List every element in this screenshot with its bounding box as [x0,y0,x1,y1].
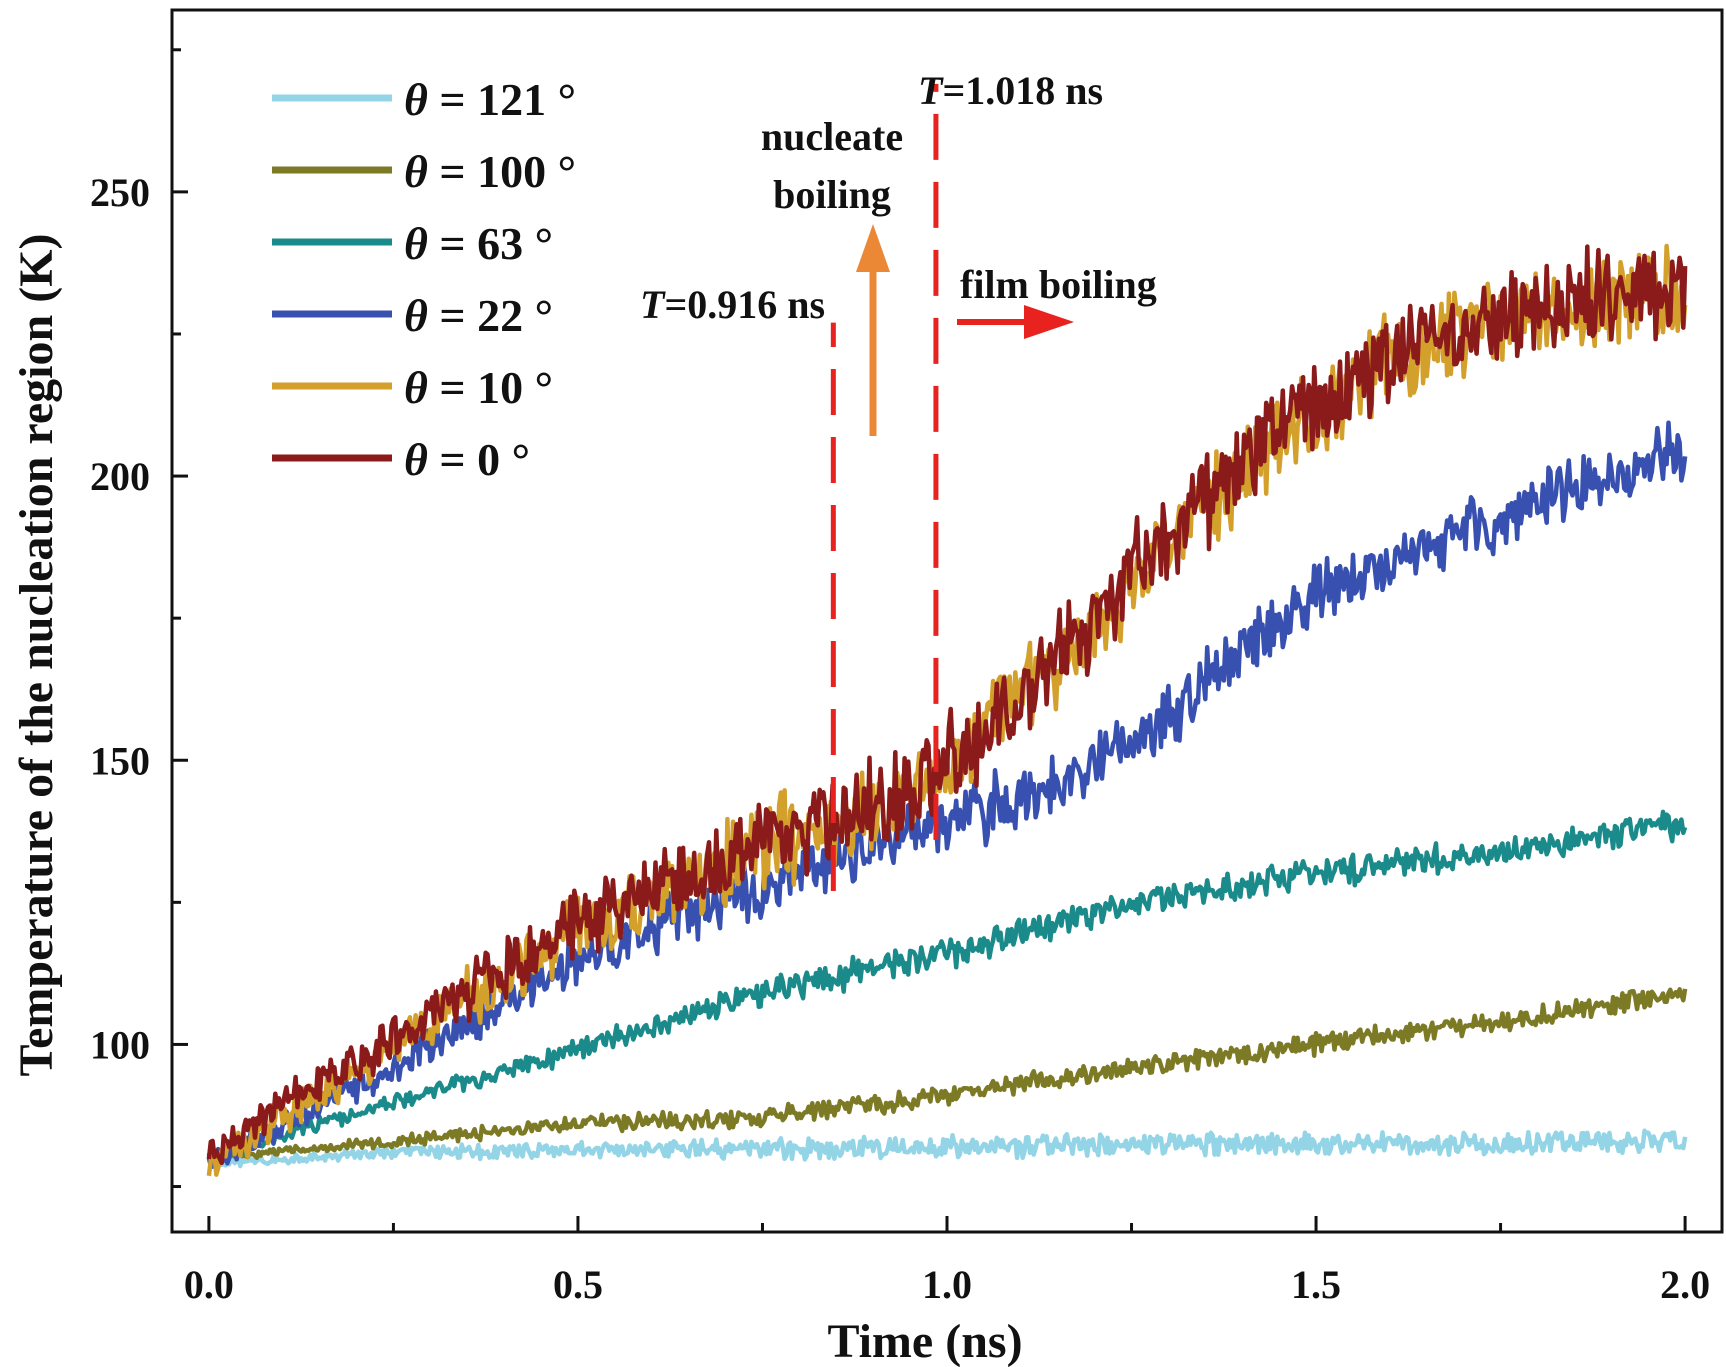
series-line [206,809,1688,1164]
x-tick-label: 0.5 [553,1262,603,1307]
nucleate-up-arrow [856,224,890,436]
legend-theta-symbol: θ [404,218,428,269]
legend-theta-symbol: θ [404,74,428,125]
annotations: T=0.916 ns T=1.018 ns nucleate boiling f… [640,68,1157,891]
onset-label-1: T=0.916 ns [640,282,825,327]
series-lines [206,243,1688,1177]
legend: θ = 121 °θ = 100 °θ = 63 °θ = 22 °θ = 10… [272,74,576,485]
legend-theta-value: = 100 ° [428,146,576,197]
film-right-arrow [957,305,1074,339]
series-line [206,420,1688,1169]
x-tick-label: 1.0 [922,1262,972,1307]
onset-label-2: T=1.018 ns [918,68,1103,113]
series-line [207,1128,1688,1169]
film-boiling-label: film boiling [960,262,1157,307]
legend-theta-symbol: θ [404,146,428,197]
onset-label-1-symbol: T [640,282,666,327]
legend-label: θ = 121 ° [404,74,576,125]
legend-label: θ = 10 ° [404,362,553,413]
x-tick-label: 1.5 [1291,1262,1341,1307]
legend-theta-value: = 63 ° [428,218,553,269]
y-axis-ticks: 100 150 200 250 [90,48,188,1189]
up-arrow-head [856,224,890,272]
nucleate-label-line1: nucleate [761,114,903,159]
y-tick-label: 100 [90,1022,150,1067]
legend-theta-value: = 121 ° [428,74,576,125]
legend-theta-symbol: θ [404,434,428,485]
right-arrow-head [1024,305,1074,339]
y-tick-label: 150 [90,738,150,783]
nucleate-label-line2: boiling [773,172,891,217]
legend-label: θ = 63 ° [404,218,553,269]
legend-theta-symbol: θ [404,290,428,341]
legend-theta-value: = 22 ° [428,290,553,341]
legend-theta-value: = 10 ° [428,362,553,413]
x-axis-ticks: 0.0 0.5 1.0 1.5 2.0 [184,1216,1710,1307]
legend-label: θ = 0 ° [404,434,530,485]
onset-label-2-value: =1.018 ns [942,68,1103,113]
legend-label: θ = 100 ° [404,146,576,197]
y-tick-label: 250 [90,170,150,215]
onset-label-1-value: =0.916 ns [664,282,825,327]
x-tick-label: 0.0 [184,1262,234,1307]
y-tick-label: 200 [90,454,150,499]
legend-theta-value: = 0 ° [428,434,530,485]
legend-theta-symbol: θ [404,362,428,413]
legend-label: θ = 22 ° [404,290,553,341]
y-axis-title: Temperature of the nucleation region (K) [10,233,63,1076]
series-line [206,244,1688,1166]
series-line [208,987,1688,1162]
x-tick-label: 2.0 [1660,1262,1710,1307]
x-axis-title: Time (ns) [827,1315,1022,1367]
onset-label-2-symbol: T [918,68,944,113]
